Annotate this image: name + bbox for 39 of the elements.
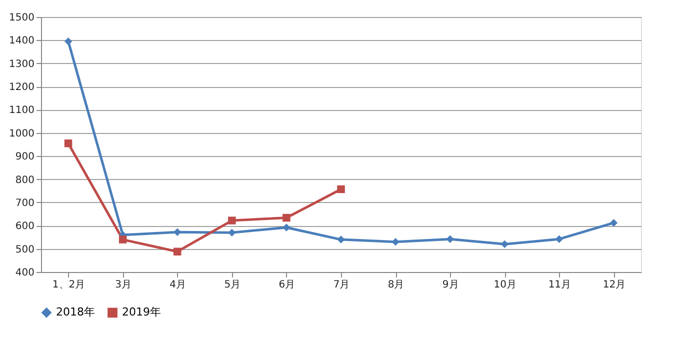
point [173, 248, 182, 256]
y-tick-label: 1200 [9, 82, 34, 94]
point [610, 218, 618, 227]
x-tick-label: 5月 [224, 280, 241, 290]
point [446, 235, 454, 243]
point [282, 224, 290, 232]
x-tick-label: 3月 [115, 280, 132, 290]
point [228, 216, 236, 224]
y-tick-label: 900 [15, 152, 34, 163]
legend-label: 2019年 [122, 306, 161, 319]
y-tick-label: 1000 [9, 128, 34, 140]
y-tick-label: 1300 [9, 58, 34, 70]
x-tick-label: 1、2月 [52, 280, 86, 290]
y-tick-label: 1100 [9, 105, 34, 116]
x-tick-label: 4月 [170, 280, 186, 290]
x-tick-label: 11月 [548, 280, 572, 290]
point [555, 235, 564, 243]
x-tick-label: 9月 [442, 280, 459, 290]
y-tick-label: 600 [15, 221, 34, 232]
point [392, 238, 400, 246]
y-tick-label: 700 [15, 198, 34, 209]
x-tick-label: 12月 [602, 280, 626, 290]
point [64, 37, 72, 46]
x-tick-label: 8月 [388, 280, 404, 290]
y-tick-label: 1500 [9, 12, 34, 24]
point [337, 236, 345, 244]
y-tick-label: 800 [15, 174, 34, 186]
y-tick-label: 400 [15, 268, 34, 278]
y-tick-label: 1400 [9, 36, 34, 47]
point [337, 185, 345, 194]
legend-label: 2018年 [56, 306, 95, 319]
point [228, 228, 236, 236]
point [64, 139, 72, 148]
x-tick-label: 6月 [278, 280, 296, 290]
x-tick-label: 10月 [494, 280, 517, 290]
x-tick-label: 7月 [333, 280, 350, 290]
point [282, 214, 290, 222]
point [118, 236, 127, 244]
y-tick-label: 500 [15, 244, 34, 256]
